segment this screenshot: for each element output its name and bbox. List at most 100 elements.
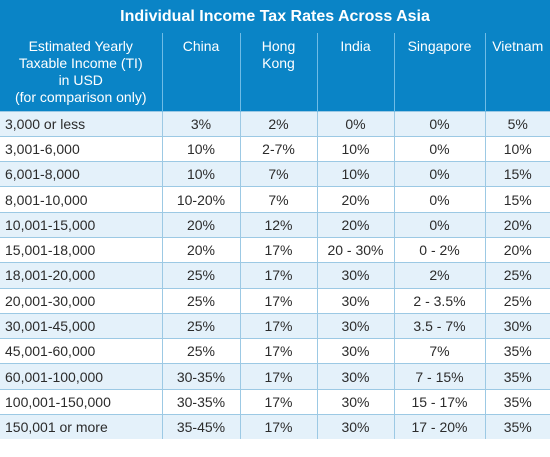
vietnam-rate-cell: 20%	[484, 211, 550, 238]
vietnam-rate-cell: 30%	[484, 312, 550, 339]
india-rate-cell: 30%	[316, 262, 394, 289]
income-range-cell: 10,001-15,000	[0, 211, 162, 238]
table-row: 20,001-30,000 25% 17% 30% 2 - 3.5% 25%	[0, 287, 550, 314]
header-vietnam: Vietnam	[484, 33, 550, 111]
india-rate-cell: 30%	[316, 414, 394, 440]
china-rate-cell: 10%	[161, 161, 240, 187]
vietnam-rate-cell: 15%	[484, 186, 550, 213]
hong-kong-rate-cell: 7%	[239, 161, 317, 187]
china-rate-cell: 30-35%	[161, 388, 240, 415]
vietnam-rate-cell: 35%	[484, 363, 550, 390]
table-row: 8,001-10,000 10-20% 7% 20% 0% 15%	[0, 186, 550, 213]
china-rate-cell: 30-35%	[161, 363, 240, 390]
india-rate-cell: 10%	[316, 135, 394, 162]
table-body: 3,000 or less 3% 2% 0% 0% 5% 3,001-6,000 10% 2-7…	[0, 110, 550, 440]
hong-kong-rate-cell: 17%	[239, 262, 317, 289]
page-title: Individual Income Tax Rates Across Asia	[0, 0, 550, 33]
header-hong-kong: Hong Kong	[239, 33, 317, 111]
vietnam-rate-cell: 25%	[484, 287, 550, 314]
table-row: 60,001-100,000 30-35% 17% 30% 7 - 15% 35%	[0, 363, 550, 390]
india-rate-cell: 20%	[316, 186, 394, 213]
header-line: Vietnam	[492, 38, 544, 54]
india-rate-cell: 20 - 30%	[316, 236, 394, 263]
income-range-cell: 3,000 or less	[0, 110, 162, 137]
india-rate-cell: 0%	[316, 110, 394, 137]
header-income-range: Estimated Yearly Taxable Income (TI) in US…	[0, 33, 162, 111]
china-rate-cell: 10-20%	[161, 186, 240, 213]
income-range-cell: 60,001-100,000	[0, 363, 162, 390]
hong-kong-rate-cell: 17%	[239, 236, 317, 263]
vietnam-rate-cell: 20%	[484, 236, 550, 263]
table-row: 10,001-15,000 20% 12% 20% 0% 20%	[0, 211, 550, 238]
income-range-cell: 150,001 or more	[0, 414, 162, 440]
vietnam-rate-cell: 25%	[484, 262, 550, 289]
header-line: China	[182, 38, 220, 54]
hong-kong-rate-cell: 2-7%	[239, 135, 317, 162]
header-line: Hong	[261, 38, 296, 54]
singapore-rate-cell: 15 - 17%	[393, 388, 485, 415]
singapore-rate-cell: 7 - 15%	[393, 363, 485, 390]
table-row: 6,001-8,000 10% 7% 10% 0% 15%	[0, 161, 550, 187]
header-line: in USD	[58, 72, 103, 88]
hong-kong-rate-cell: 2%	[239, 110, 317, 137]
income-range-cell: 8,001-10,000	[0, 186, 162, 213]
header-singapore: Singapore	[393, 33, 485, 111]
table-row: 3,000 or less 3% 2% 0% 0% 5%	[0, 110, 550, 137]
header-line: Kong	[262, 55, 295, 71]
vietnam-rate-cell: 35%	[484, 414, 550, 440]
hong-kong-rate-cell: 17%	[239, 388, 317, 415]
hong-kong-rate-cell: 17%	[239, 414, 317, 440]
india-rate-cell: 10%	[316, 161, 394, 187]
table-row: 30,001-45,000 25% 17% 30% 3.5 - 7% 30%	[0, 312, 550, 339]
vietnam-rate-cell: 35%	[484, 338, 550, 364]
header-china: China	[161, 33, 240, 111]
header-line: Estimated Yearly	[28, 38, 133, 54]
vietnam-rate-cell: 35%	[484, 388, 550, 415]
income-range-cell: 100,001-150,000	[0, 388, 162, 415]
singapore-rate-cell: 0%	[393, 161, 485, 187]
header-line: (for comparison only)	[15, 89, 147, 105]
table-row: 45,001-60,000 25% 17% 30% 7% 35%	[0, 338, 550, 364]
singapore-rate-cell: 0 - 2%	[393, 236, 485, 263]
india-rate-cell: 30%	[316, 287, 394, 314]
singapore-rate-cell: 0%	[393, 211, 485, 238]
table-row: 3,001-6,000 10% 2-7% 10% 0% 10%	[0, 135, 550, 162]
china-rate-cell: 20%	[161, 211, 240, 238]
india-rate-cell: 20%	[316, 211, 394, 238]
hong-kong-rate-cell: 12%	[239, 211, 317, 238]
income-range-cell: 45,001-60,000	[0, 338, 162, 364]
income-range-cell: 6,001-8,000	[0, 161, 162, 187]
header-row: Estimated Yearly Taxable Income (TI) in US…	[0, 33, 550, 111]
vietnam-rate-cell: 15%	[484, 161, 550, 187]
table-row: 15,001-18,000 20% 17% 20 - 30% 0 - 2% 20%	[0, 236, 550, 263]
vietnam-rate-cell: 5%	[484, 110, 550, 137]
china-rate-cell: 25%	[161, 312, 240, 339]
singapore-rate-cell: 2%	[393, 262, 485, 289]
vietnam-rate-cell: 10%	[484, 135, 550, 162]
china-rate-cell: 35-45%	[161, 414, 240, 440]
table-header: Estimated Yearly Taxable Income (TI) in US…	[0, 33, 550, 111]
header-line: Taxable Income (TI)	[18, 55, 143, 71]
india-rate-cell: 30%	[316, 363, 394, 390]
table-row: 100,001-150,000 30-35% 17% 30% 15 - 17% 35%	[0, 388, 550, 415]
income-range-cell: 15,001-18,000	[0, 236, 162, 263]
india-rate-cell: 30%	[316, 338, 394, 364]
singapore-rate-cell: 7%	[393, 338, 485, 364]
singapore-rate-cell: 0%	[393, 186, 485, 213]
table-row: 18,001-20,000 25% 17% 30% 2% 25%	[0, 262, 550, 289]
hong-kong-rate-cell: 7%	[239, 186, 317, 213]
china-rate-cell: 25%	[161, 262, 240, 289]
header-line: Singapore	[407, 38, 472, 54]
china-rate-cell: 25%	[161, 338, 240, 364]
india-rate-cell: 30%	[316, 388, 394, 415]
singapore-rate-cell: 3.5 - 7%	[393, 312, 485, 339]
china-rate-cell: 20%	[161, 236, 240, 263]
china-rate-cell: 10%	[161, 135, 240, 162]
singapore-rate-cell: 0%	[393, 135, 485, 162]
income-range-cell: 18,001-20,000	[0, 262, 162, 289]
income-range-cell: 3,001-6,000	[0, 135, 162, 162]
singapore-rate-cell: 17 - 20%	[393, 414, 485, 440]
singapore-rate-cell: 2 - 3.5%	[393, 287, 485, 314]
hong-kong-rate-cell: 17%	[239, 287, 317, 314]
